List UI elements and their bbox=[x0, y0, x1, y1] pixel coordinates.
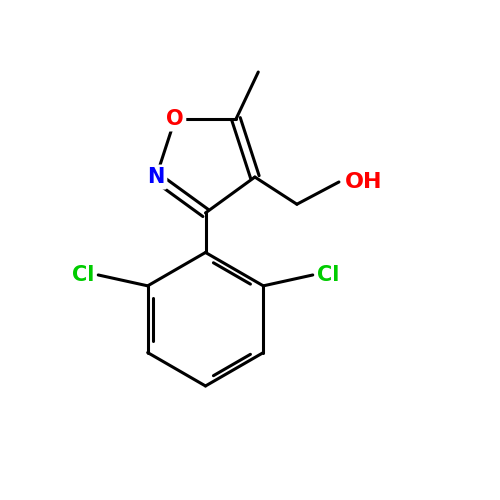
Text: Cl: Cl bbox=[316, 265, 339, 285]
Text: OH: OH bbox=[345, 172, 383, 192]
Text: N: N bbox=[148, 167, 165, 187]
Text: O: O bbox=[166, 109, 184, 129]
Text: Cl: Cl bbox=[72, 265, 94, 285]
